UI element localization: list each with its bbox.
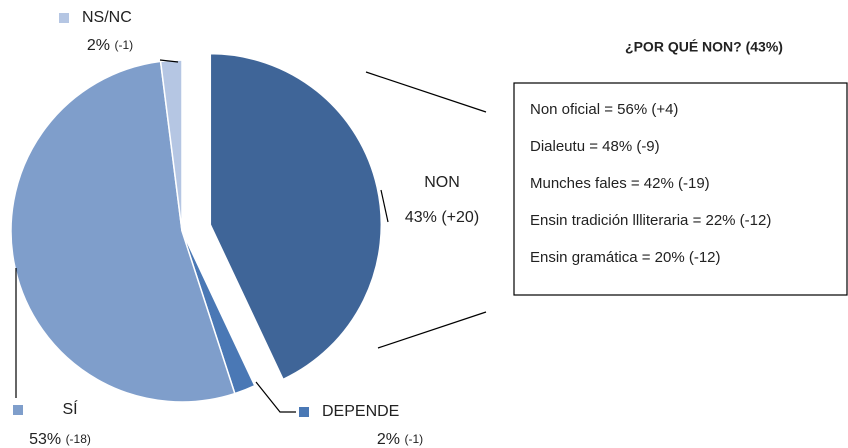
callout-box bbox=[513, 82, 848, 296]
pie-slice bbox=[159, 59, 183, 232]
slice-name: SÍ bbox=[62, 399, 78, 418]
callout-item: Dialeutu = 48% (-9) bbox=[530, 138, 660, 155]
legend-swatch bbox=[299, 407, 309, 417]
callout-item: Munches fales = 42% (-19) bbox=[530, 175, 710, 192]
legend-swatch bbox=[13, 405, 23, 415]
slice-value: 53% (-18) bbox=[29, 431, 91, 448]
change-label: (-1) bbox=[404, 432, 423, 446]
callout-item: Non oficial = 56% (+4) bbox=[530, 101, 678, 118]
leader-line bbox=[255, 381, 296, 413]
slice-name: NON bbox=[424, 174, 460, 191]
value-label: 53% bbox=[29, 431, 61, 448]
value-label: 2% bbox=[377, 431, 400, 448]
callout-title: ¿POR QUÉ NON? (43%) bbox=[625, 39, 783, 55]
slice-value: 43% (+20) bbox=[405, 209, 479, 226]
change-label: (+20) bbox=[441, 209, 479, 226]
slice-name: NS/NC bbox=[82, 9, 132, 26]
pie-slice bbox=[10, 60, 236, 403]
legend-swatch bbox=[59, 13, 69, 23]
callout-connector bbox=[365, 71, 487, 113]
change-label: (-18) bbox=[66, 432, 91, 446]
callout-item: Ensin gramática = 20% (-12) bbox=[530, 249, 721, 266]
change-label: (-1) bbox=[114, 38, 133, 52]
value-label: 2% bbox=[87, 37, 110, 54]
slice-value: 2% (-1) bbox=[87, 37, 133, 54]
slices bbox=[10, 52, 383, 403]
leader-line bbox=[380, 189, 389, 223]
leader-line bbox=[159, 59, 179, 63]
slice-value: 2% (-1) bbox=[377, 431, 423, 448]
value-label: 43% bbox=[405, 209, 437, 226]
slice-name: DEPENDE bbox=[322, 403, 399, 420]
callout-connector bbox=[377, 311, 487, 349]
callout-item: Ensin tradición llliteraria = 22% (-12) bbox=[530, 212, 771, 229]
pie-slice bbox=[209, 52, 383, 381]
